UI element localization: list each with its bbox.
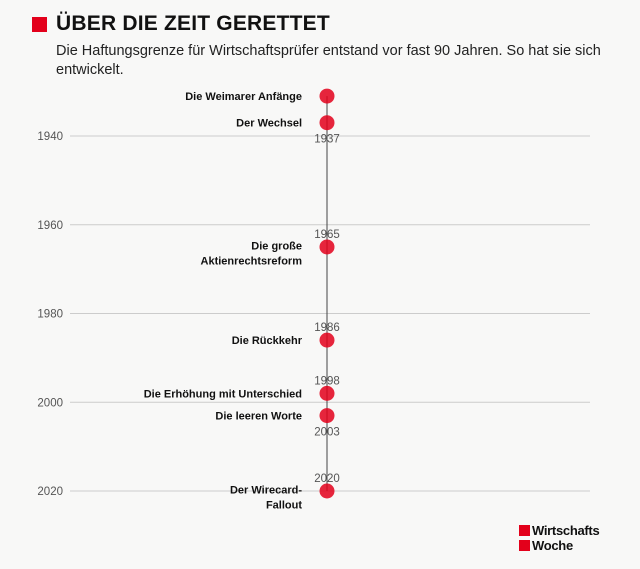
event-label-line: Die leeren Worte (215, 411, 302, 423)
y-tick-label: 1960 (37, 220, 63, 232)
y-tick-label: 2000 (37, 397, 63, 409)
title-row: ÜBER DIE ZEIT GERETTET (32, 12, 622, 36)
event-year-label: 2003 (314, 427, 340, 439)
event-label-line: Die Erhöhung mit Unterschied (144, 388, 302, 400)
event-label-line: Der Wirecard- (230, 485, 302, 497)
logo-row-1: Wirtschafts (519, 522, 600, 538)
y-tick-label: 1940 (37, 131, 63, 143)
event-year-label: 1986 (314, 322, 340, 334)
event-point (319, 385, 335, 401)
event-label-line: Der Wechsel (236, 118, 302, 130)
logo-square-icon (519, 525, 530, 536)
event-label-line: Aktienrechtsreform (201, 255, 303, 267)
event-label: Die Weimarer Anfänge (185, 91, 302, 103)
logo-square-icon (519, 540, 530, 551)
event-label-line: Die große (251, 240, 302, 252)
y-tick-label: 2020 (37, 486, 63, 498)
event-label: Die leeren Worte (215, 411, 302, 423)
event-label-line: Fallout (266, 500, 302, 512)
logo-text-line2: Woche (532, 537, 573, 553)
event-point (319, 239, 335, 255)
event-label: Die Rückkehr (232, 335, 303, 347)
event-point (319, 408, 335, 424)
title-square-icon (32, 16, 47, 32)
event-year-label: 1937 (314, 134, 340, 146)
event-year-label: 1998 (314, 375, 340, 387)
logo-row-2: Woche (519, 538, 599, 553)
event-label: Der Wirecard- Fallout (230, 485, 302, 512)
event-point (319, 483, 335, 499)
event-label: Der Wechsel (236, 118, 302, 130)
chart-subtitle: Die Haftungsgrenze für Wirtschaftsprüfer… (56, 43, 601, 78)
y-tick-label: 1980 (37, 309, 63, 321)
event-point (319, 88, 335, 104)
wirtschaftswoche-logo: Wirtschafts Woche (519, 522, 600, 553)
event-point (319, 332, 335, 348)
event-label-line: Die Weimarer Anfänge (185, 91, 302, 103)
event-label-line: Die Rückkehr (232, 335, 303, 347)
event-year-label: 2020 (314, 473, 340, 485)
chart-title: ÜBER DIE ZEIT GERETTET (56, 12, 330, 35)
event-label: Die große Aktienrechtsreform (201, 240, 303, 267)
event-point (319, 115, 335, 131)
logo-text-line1: Wirtschafts (532, 522, 600, 538)
chart-header: ÜBER DIE ZEIT GERETTET Die Haftungsgrenz… (32, 12, 622, 80)
event-year-label: 1965 (314, 229, 340, 241)
event-label: Die Erhöhung mit Unterschied (144, 388, 302, 400)
